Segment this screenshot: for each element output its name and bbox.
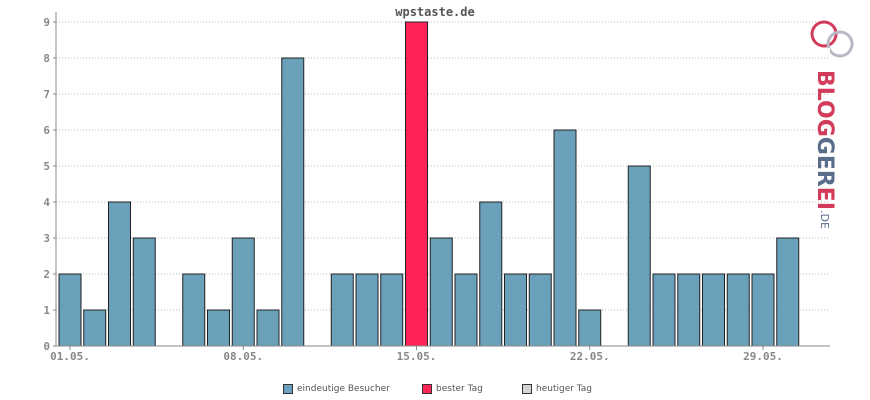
legend-item-today: heutiger Tag (522, 384, 592, 394)
y-tick-label: 6 (43, 124, 50, 137)
y-tick-label: 0 (43, 340, 50, 353)
chart-legend: eindeutige Besucher bester Tag heutiger … (0, 384, 870, 400)
legend-label: heutiger Tag (536, 384, 593, 394)
brand-tld: .DE (818, 210, 831, 229)
y-tick-label: 7 (43, 88, 50, 101)
x-tick-label: 29.05. (743, 350, 783, 363)
legend-label: bester Tag (436, 384, 483, 394)
legend-swatch (522, 384, 532, 394)
bar-24.05. (627, 165, 651, 347)
bar-12.05. (330, 273, 354, 347)
bloggerei-icon (810, 20, 854, 58)
bar-07.05. (207, 309, 230, 347)
bar-chart: wpstaste.de 0 1 2 3 4 5 6 7 8 9 01.05. 08.05. 15.05… (43, 5, 830, 363)
axes (55, 12, 830, 347)
bar-21.05. (553, 129, 577, 347)
bar-15.05. (405, 21, 428, 347)
bar-30.05. (776, 237, 800, 347)
bars (58, 21, 800, 347)
y-tick-label: 2 (43, 268, 50, 281)
bar-03.05. (108, 201, 131, 347)
bar-22.05. (578, 309, 602, 347)
bloggerei-wordmark: BLOGGEREI.DE (812, 70, 837, 229)
y-tick-label: 3 (43, 232, 50, 245)
bar-04.05. (132, 237, 156, 347)
bar-26.05. (677, 273, 701, 347)
bar-08.05. (231, 237, 255, 347)
bar-16.05. (429, 237, 453, 347)
brand-text-mid: GER (812, 136, 837, 187)
bar-06.05. (182, 273, 206, 347)
y-tick-label: 5 (43, 160, 50, 173)
bar-28.05. (726, 273, 750, 347)
bar-25.05. (652, 273, 676, 347)
bar-19.05. (504, 273, 527, 347)
bar-29.05. (751, 273, 775, 347)
x-tick-label: 08.05. (223, 350, 263, 363)
bar-18.05. (479, 201, 503, 347)
bar-27.05. (702, 273, 725, 347)
legend-swatch (283, 384, 293, 394)
x-tick-label: 15.05. (397, 350, 437, 363)
x-tick-label: 01.05. (50, 350, 90, 363)
y-tick-labels: 0 1 2 3 4 5 6 7 8 9 (43, 16, 56, 353)
x-tick-labels: 01.05. 08.05. 15.05. 22.05. 29.05. (50, 346, 783, 363)
bar-13.05. (355, 273, 379, 347)
y-tick-label: 4 (43, 196, 50, 209)
y-tick-label: 8 (43, 52, 50, 65)
bar-09.05. (256, 309, 280, 347)
legend-item-unique-visitors: eindeutige Besucher (283, 384, 390, 394)
bar-14.05. (380, 273, 404, 347)
brand-text-suffix: EI (812, 186, 837, 211)
bar-01.05. (58, 273, 82, 347)
y-tick-label: 1 (43, 304, 50, 317)
bar-10.05. (281, 57, 305, 347)
legend-item-best-day: bester Tag (422, 384, 483, 394)
legend-label: eindeutige Besucher (297, 384, 390, 394)
brand-text-prefix: BLOG (812, 70, 837, 137)
bar-20.05. (528, 273, 552, 347)
legend-swatch (422, 384, 432, 394)
chart-title: wpstaste.de (395, 5, 474, 19)
y-tick-label: 9 (43, 16, 50, 29)
bloggerei-logo (810, 18, 870, 218)
x-tick-label: 22.05. (570, 350, 610, 363)
bar-02.05. (83, 309, 107, 347)
bar-17.05. (454, 273, 478, 347)
